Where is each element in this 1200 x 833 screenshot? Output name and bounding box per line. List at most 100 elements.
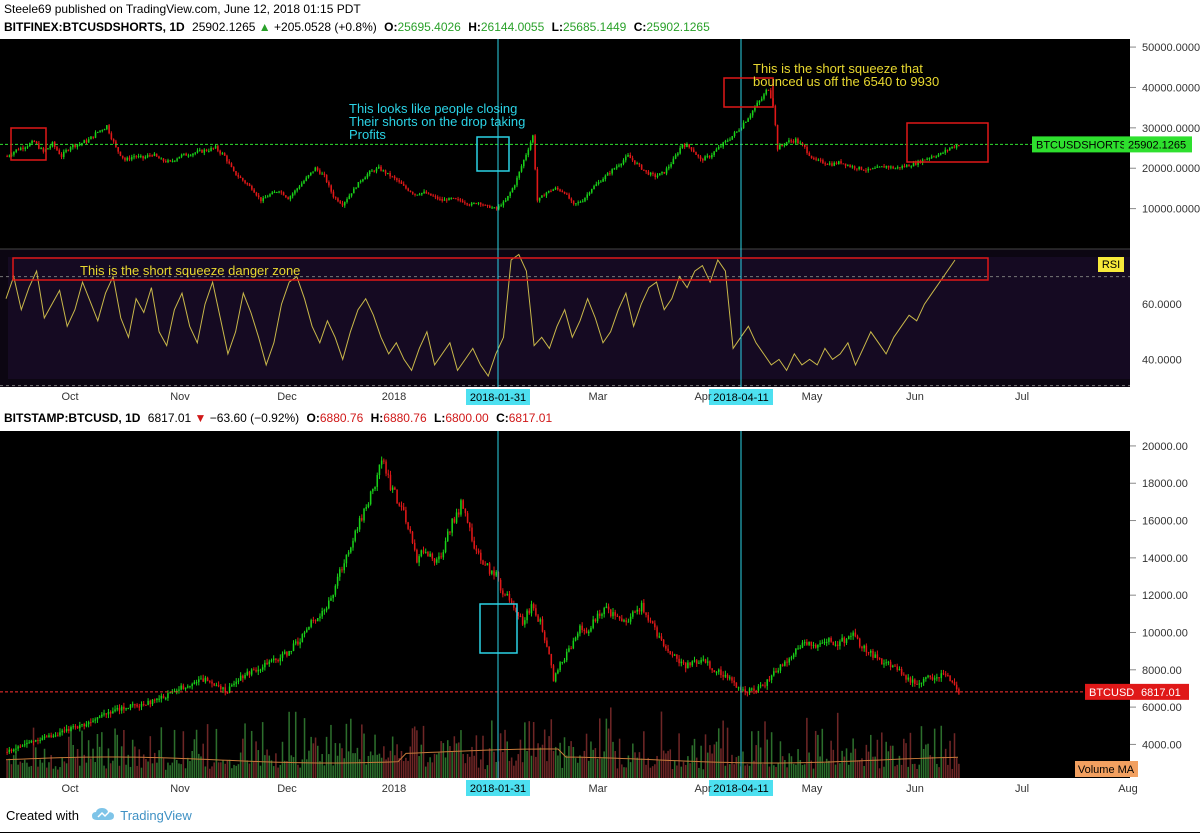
candle-body — [585, 630, 588, 634]
candle-body — [917, 160, 919, 165]
candle-body — [124, 157, 126, 161]
candle-body — [343, 563, 345, 571]
top-symbol[interactable]: BITFINEX:BTCUSDSHORTS, 1D — [4, 20, 185, 34]
tradingview-cloud-icon[interactable] — [91, 801, 115, 833]
candle-body — [396, 178, 398, 181]
bottom-time-axis[interactable] — [0, 778, 1200, 800]
volume-bar — [374, 734, 376, 778]
candle-body — [548, 646, 550, 655]
volume-bar — [607, 728, 610, 778]
candle-body — [722, 142, 724, 147]
volume-bar — [457, 742, 460, 778]
candle-body — [300, 183, 303, 187]
candle-body — [779, 664, 782, 671]
volume-bar — [506, 741, 509, 778]
candle-body — [758, 100, 761, 103]
shorts-price-tag[interactable] — [1124, 136, 1192, 153]
candle-body — [383, 460, 385, 462]
candle-body — [896, 666, 898, 670]
shorts-price-pane[interactable] — [0, 39, 1130, 249]
candle-body — [861, 646, 863, 649]
candle-body — [622, 160, 625, 164]
candle-body — [955, 684, 958, 690]
candle-body — [620, 163, 623, 166]
volume-bar — [616, 768, 619, 778]
candle-body — [801, 142, 804, 145]
candle-body — [878, 166, 881, 168]
candle-body — [715, 149, 718, 152]
volume-bar — [488, 748, 491, 778]
candle-body — [232, 167, 235, 172]
candle-body — [684, 662, 687, 669]
candle-body — [74, 726, 77, 728]
volume-bar — [594, 748, 597, 778]
candle-body — [539, 619, 542, 622]
candle-body — [255, 669, 257, 672]
candle-body — [94, 719, 97, 721]
candle-body — [209, 681, 211, 683]
candle-body — [441, 199, 444, 201]
volume-bar — [63, 761, 66, 778]
candle-body — [546, 640, 548, 647]
annotation-box-cyan — [476, 136, 510, 172]
candle-body — [649, 172, 652, 175]
volume-bar — [535, 756, 537, 778]
btcusd-symbol-tag[interactable] — [1085, 683, 1137, 700]
candle-body — [691, 661, 694, 666]
candle-body — [869, 650, 872, 653]
btcusd-price-tag[interactable] — [1137, 683, 1189, 700]
candle-body — [253, 189, 255, 193]
candle-body — [927, 675, 929, 678]
candle-body — [365, 507, 367, 509]
x-tick-label: 2018 — [382, 783, 406, 795]
candle-body — [921, 159, 924, 163]
author-link[interactable]: Steele69 — [4, 2, 52, 16]
candle-body — [153, 153, 156, 156]
tradingview-brand[interactable]: TradingView — [120, 808, 192, 823]
shorts-symbol-tag[interactable] — [1032, 136, 1124, 153]
bottom-price-axis[interactable] — [1130, 431, 1200, 778]
candle-body — [260, 197, 262, 202]
volume-bar — [559, 742, 561, 778]
volume-bar — [222, 760, 224, 778]
date-marker-label: 2018-01-31 — [470, 783, 526, 795]
date-marker-badge — [709, 780, 773, 796]
candle-body — [928, 157, 931, 159]
volume-ma-badge[interactable] — [1075, 761, 1138, 777]
volume-bar — [784, 759, 786, 778]
candle-body — [222, 687, 224, 690]
candle-body — [409, 190, 412, 193]
volume-bar — [10, 764, 13, 778]
candle-body — [477, 202, 480, 204]
volume-bar — [246, 760, 249, 778]
rsi-pane[interactable] — [0, 249, 1130, 387]
volume-bar — [248, 763, 251, 778]
x-tick-label: Aug — [1118, 783, 1138, 795]
top-price-axis[interactable] — [1130, 39, 1200, 387]
candle-body — [309, 172, 312, 176]
volume-bar — [491, 720, 493, 778]
candle-body — [610, 609, 612, 617]
volume-bar — [352, 753, 354, 778]
btcusd-price-pane[interactable] — [0, 431, 1130, 778]
candle-body — [394, 487, 396, 490]
volume-bar — [314, 737, 317, 778]
candle-body — [52, 735, 55, 737]
volume-bar — [250, 730, 253, 778]
rsi-legend-badge[interactable] — [1098, 257, 1124, 272]
candle-body — [797, 648, 799, 650]
bottom-symbol[interactable]: BITSTAMP:BTCUSD, 1D — [4, 411, 141, 425]
candle-body — [391, 487, 394, 490]
danger-zone-box — [12, 257, 989, 281]
candle-body — [98, 716, 101, 718]
candle-body — [314, 620, 317, 622]
candle-body — [385, 461, 387, 474]
volume-bar — [643, 731, 645, 778]
candle-body — [278, 191, 280, 193]
candle-body — [856, 636, 859, 639]
candle-body — [751, 688, 753, 690]
volume-bar — [627, 755, 630, 778]
candle-body — [457, 198, 459, 200]
candle-body — [790, 140, 792, 142]
top-time-axis[interactable] — [0, 387, 1200, 409]
